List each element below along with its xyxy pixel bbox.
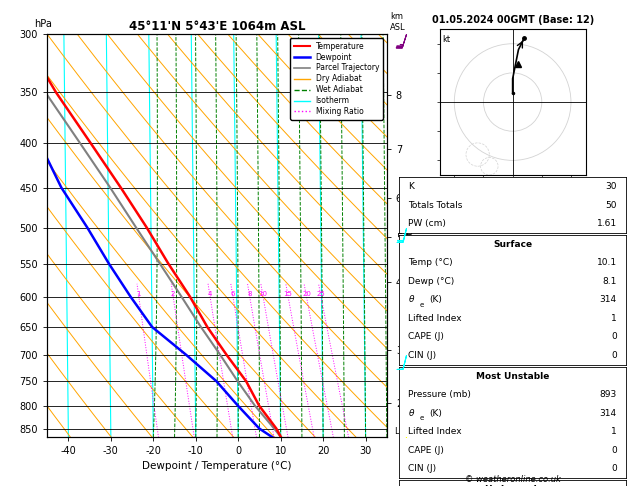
Text: Temp (°C): Temp (°C) <box>408 259 453 267</box>
Text: Pressure (mb): Pressure (mb) <box>408 390 471 399</box>
Text: 0: 0 <box>611 332 617 341</box>
Y-axis label: Mixing Ratio (g/kg): Mixing Ratio (g/kg) <box>406 193 415 278</box>
Text: 50: 50 <box>605 201 617 209</box>
Text: e: e <box>420 302 424 308</box>
Text: 893: 893 <box>599 390 617 399</box>
Text: (K): (K) <box>429 409 442 417</box>
Text: 4: 4 <box>208 291 212 296</box>
Text: 2: 2 <box>171 291 175 296</box>
Text: e: e <box>420 415 424 420</box>
Text: kt: kt <box>443 35 451 44</box>
Text: θ: θ <box>408 409 414 417</box>
Text: 20: 20 <box>302 291 311 296</box>
Text: 30: 30 <box>605 182 617 191</box>
Text: 1: 1 <box>611 314 617 323</box>
Text: 0: 0 <box>611 464 617 473</box>
Text: 0: 0 <box>611 446 617 454</box>
Title: 45°11'N 5°43'E 1064m ASL: 45°11'N 5°43'E 1064m ASL <box>129 20 305 33</box>
Text: Surface: Surface <box>493 240 532 249</box>
Text: Dewp (°C): Dewp (°C) <box>408 277 455 286</box>
Text: CAPE (J): CAPE (J) <box>408 332 444 341</box>
Text: 8.1: 8.1 <box>603 277 617 286</box>
Text: 10: 10 <box>259 291 267 296</box>
Text: K: K <box>408 182 415 191</box>
Text: 1: 1 <box>611 427 617 436</box>
Text: Totals Totals: Totals Totals <box>408 201 463 209</box>
Text: CIN (J): CIN (J) <box>408 464 437 473</box>
Text: Lifted Index: Lifted Index <box>408 314 462 323</box>
Text: 25: 25 <box>316 291 325 296</box>
Text: LCL: LCL <box>394 427 409 436</box>
Text: 1.61: 1.61 <box>597 219 617 228</box>
Text: Hodograph: Hodograph <box>484 485 541 486</box>
Text: Lifted Index: Lifted Index <box>408 427 462 436</box>
Text: 15: 15 <box>284 291 292 296</box>
Text: 10.1: 10.1 <box>597 259 617 267</box>
Legend: Temperature, Dewpoint, Parcel Trajectory, Dry Adiabat, Wet Adiabat, Isotherm, Mi: Temperature, Dewpoint, Parcel Trajectory… <box>291 38 383 120</box>
Text: 314: 314 <box>599 409 617 417</box>
Text: CAPE (J): CAPE (J) <box>408 446 444 454</box>
Text: 1: 1 <box>136 291 141 296</box>
Text: 0: 0 <box>611 351 617 360</box>
Text: PW (cm): PW (cm) <box>408 219 447 228</box>
Text: CIN (J): CIN (J) <box>408 351 437 360</box>
Text: 01.05.2024 00GMT (Base: 12): 01.05.2024 00GMT (Base: 12) <box>431 15 594 25</box>
Text: 6: 6 <box>231 291 235 296</box>
Text: hPa: hPa <box>35 19 52 29</box>
Text: 314: 314 <box>599 295 617 304</box>
Text: km
ASL: km ASL <box>390 12 406 32</box>
Text: 8: 8 <box>247 291 252 296</box>
Text: (K): (K) <box>429 295 442 304</box>
Text: © weatheronline.co.uk: © weatheronline.co.uk <box>465 474 560 484</box>
X-axis label: Dewpoint / Temperature (°C): Dewpoint / Temperature (°C) <box>142 461 292 470</box>
Text: θ: θ <box>408 295 414 304</box>
Text: Most Unstable: Most Unstable <box>476 372 549 381</box>
